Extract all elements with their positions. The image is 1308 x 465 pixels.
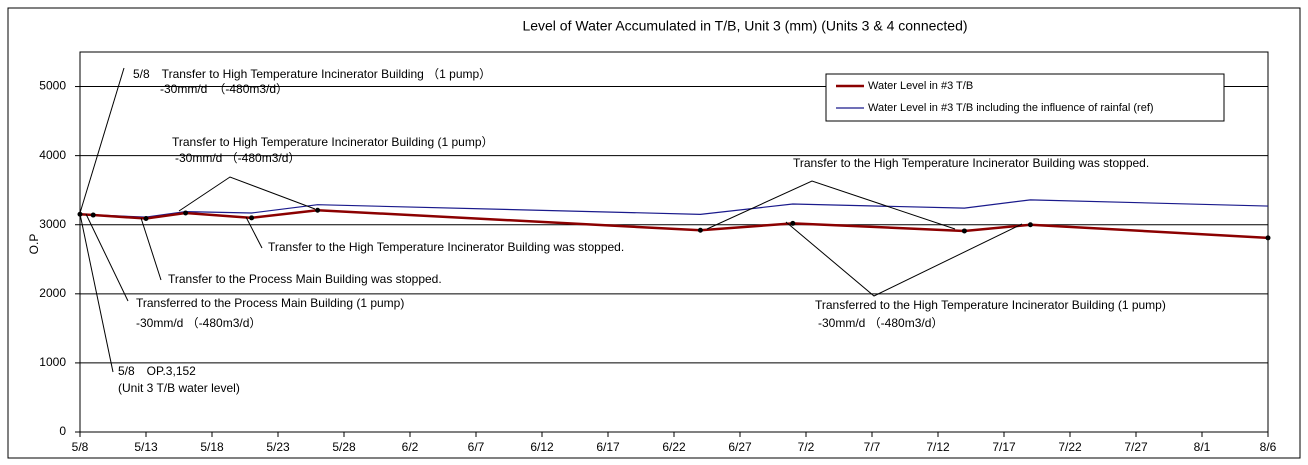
annotation-text: -30mm/d （-480m3/d） [818, 316, 943, 330]
data-point [697, 227, 703, 233]
y-tick-label: 0 [59, 424, 66, 438]
annotation-leader [79, 213, 114, 373]
data-point [143, 216, 149, 222]
y-tick-label: 1000 [39, 355, 66, 369]
data-point [90, 212, 96, 218]
annotation-text: -30mm/d （-480m3/d） [136, 316, 261, 330]
annotation-text: Transfer to the High Temperature Inciner… [268, 240, 624, 254]
y-axis-label: O.P [27, 234, 41, 255]
annotation-text: -30mm/d （-480m3/d） [160, 82, 288, 96]
x-tick-label: 5/23 [266, 440, 290, 454]
x-tick-label: 6/2 [402, 440, 419, 454]
x-tick-label: 5/8 [72, 440, 89, 454]
annotation-text: Transfer to the Process Main Building wa… [168, 272, 442, 286]
annotation-leader [178, 176, 316, 212]
annotation-leader [79, 67, 125, 214]
data-point [183, 210, 189, 216]
annotation-text: 5/8 Transfer to High Temperature Inciner… [133, 67, 491, 81]
x-tick-label: 8/1 [1194, 440, 1211, 454]
annotation-text: 5/8 OP.3,152 [118, 364, 196, 378]
legend-label: Water Level in #3 T/B [868, 80, 973, 92]
annotation-text: Transfer to the High Temperature Inciner… [793, 156, 1149, 170]
data-point [1027, 222, 1033, 228]
series-line [79, 199, 1269, 218]
x-tick-label: 7/17 [992, 440, 1016, 454]
data-point [249, 215, 255, 221]
annotation-leader [245, 216, 263, 249]
y-tick-label: 2000 [39, 286, 66, 300]
annotation-text: Transfer to High Temperature Incinerator… [172, 135, 494, 149]
x-tick-label: 8/6 [1260, 440, 1277, 454]
data-point [315, 207, 321, 213]
y-tick-label: 4000 [39, 148, 66, 162]
x-tick-label: 7/12 [926, 440, 950, 454]
legend-label: Water Level in #3 T/B including the infl… [868, 102, 1154, 114]
data-point [961, 228, 967, 234]
annotation-text: -30mm/d （-480m3/d） [175, 151, 300, 165]
x-tick-label: 5/18 [200, 440, 224, 454]
x-tick-label: 6/22 [662, 440, 686, 454]
annotation-leader [785, 221, 1023, 297]
data-point [790, 220, 796, 226]
x-tick-label: 6/12 [530, 440, 554, 454]
y-tick-label: 5000 [39, 79, 66, 93]
x-tick-label: 7/7 [864, 440, 881, 454]
x-tick-label: 6/17 [596, 440, 620, 454]
x-tick-label: 5/28 [332, 440, 356, 454]
x-tick-label: 5/13 [134, 440, 158, 454]
annotation-leader [85, 213, 129, 302]
legend-box [825, 73, 1225, 122]
x-tick-label: 7/27 [1124, 440, 1148, 454]
y-tick-label: 3000 [39, 217, 66, 231]
x-tick-label: 6/7 [468, 440, 485, 454]
annotation-leader [140, 217, 162, 281]
x-tick-label: 7/2 [798, 440, 815, 454]
x-tick-label: 7/22 [1058, 440, 1082, 454]
data-point [1265, 235, 1271, 241]
annotation-text: (Unit 3 T/B water level) [118, 381, 240, 395]
annotation-text: Transferred to the Process Main Building… [136, 296, 404, 310]
x-tick-label: 6/27 [728, 440, 752, 454]
annotation-text: Transferred to the High Temperature Inci… [815, 298, 1166, 312]
chart-title: Level of Water Accumulated in T/B, Unit … [522, 18, 967, 34]
annotation-leader [706, 180, 956, 230]
